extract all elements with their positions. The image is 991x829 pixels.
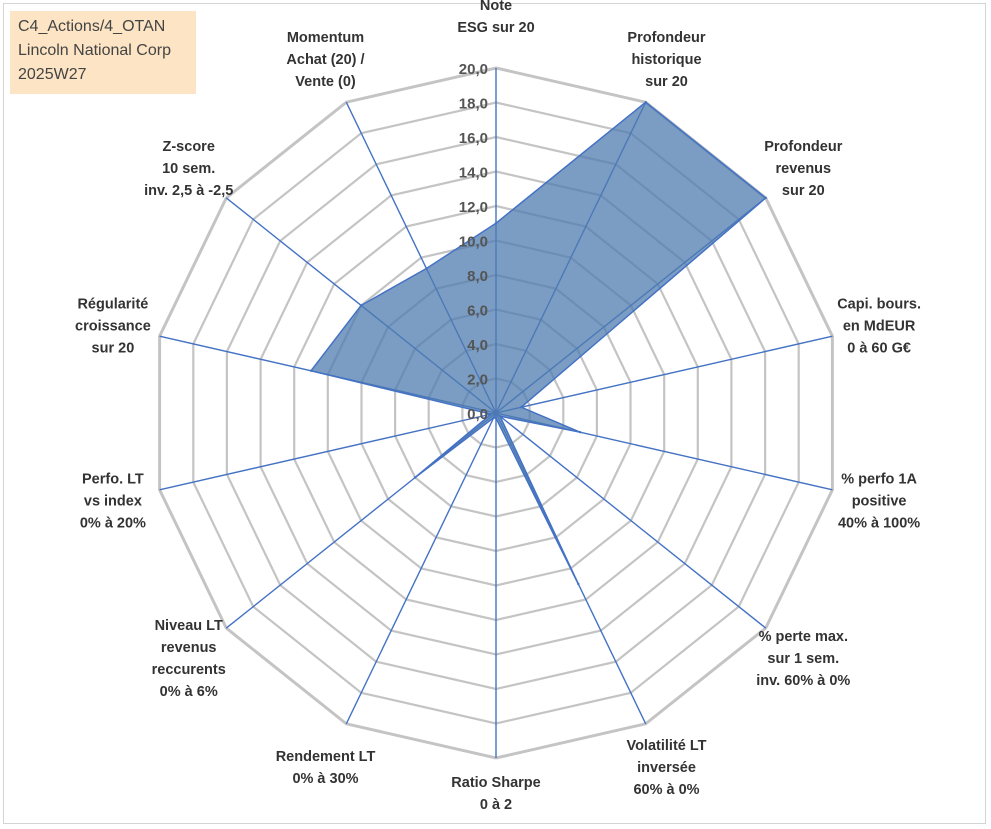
category-label: Perfo. LT vs index 0% à 20% [80, 472, 146, 532]
data-point [494, 417, 498, 420]
category-label-line: vs index [84, 494, 142, 510]
category-label-line: sur 20 [782, 183, 825, 199]
category-label-line: 10 sem. [162, 161, 215, 177]
info-box: C4_Actions/4_OTAN Lincoln National Corp … [10, 11, 196, 94]
data-point [498, 415, 502, 418]
tick-label: 16,0 [459, 130, 488, 147]
info-category: C4_Actions/4_OTAN [18, 18, 166, 35]
tick-label: 12,0 [459, 199, 488, 216]
category-label-line: Perfo. LT [82, 472, 144, 488]
category-label-line: inv. 2,5 à -2,5 [144, 183, 233, 199]
category-label-line: Note [480, 0, 512, 14]
data-point [413, 476, 417, 479]
category-label-line: Volatilité LT [626, 738, 706, 754]
axis-spoke [495, 335, 833, 414]
category-label-line: % perte max. [759, 629, 848, 645]
category-label-line: historique [631, 52, 701, 68]
category-label-line: Profondeur [764, 139, 842, 155]
data-point [309, 369, 313, 372]
category-label-line: Z-score [163, 139, 215, 155]
category-label: Volatilité LT inversée 60% à 0% [626, 738, 706, 798]
tick-label: 2,0 [467, 372, 488, 389]
category-label-line: revenus [161, 640, 217, 656]
axis-spoke [159, 412, 497, 491]
category-label-line: Momentum [287, 30, 364, 46]
category-label-line: revenus [775, 161, 831, 177]
category-label: Régularité croissance sur 20 [75, 297, 151, 357]
data-point [425, 267, 428, 270]
category-label: Profondeur historique sur 20 [627, 30, 705, 90]
tick-label: 0,0 [467, 406, 488, 423]
category-label: Z-score 10 sem. inv. 2,5 à -2,5 [144, 139, 233, 199]
tick-label: 14,0 [459, 165, 488, 182]
category-label: % perte max. sur 1 sem. inv. 60% à 0% [756, 629, 850, 689]
data-point [494, 222, 498, 225]
tick-label: 10,0 [459, 234, 488, 251]
data-point [578, 431, 582, 434]
category-label: % perfo 1A positive 40% à 100% [838, 472, 920, 532]
data-point [489, 413, 493, 416]
category-label-line: positive [852, 494, 907, 510]
category-label: Capi. bours. en MdEUR 0 à 60 G€ [837, 297, 921, 357]
category-label-line: 0 à 60 G€ [847, 341, 911, 357]
category-label-line: 0% à 30% [292, 771, 358, 787]
category-label-line: sur 1 sem. [767, 651, 839, 667]
data-point [520, 406, 523, 409]
category-label-line: ESG sur 20 [457, 20, 534, 36]
category-label: Rendement LT 0% à 30% [276, 749, 376, 787]
data-area [309, 101, 767, 585]
tick-label: 4,0 [467, 337, 488, 354]
category-label-line: 40% à 100% [838, 516, 920, 532]
tick-label: 20,0 [459, 61, 488, 78]
category-label-line: Capi. bours. [837, 297, 921, 313]
info-period: 2025W27 [18, 66, 87, 83]
category-label-line: en MdEUR [843, 319, 916, 335]
category-label-line: Profondeur [627, 30, 705, 46]
axis-spoke [495, 412, 767, 629]
data-point [359, 304, 363, 307]
category-label-line: Achat (20) / [286, 52, 364, 68]
category-label-line: Ratio Sharpe [451, 775, 540, 791]
category-label: Profondeur revenus sur 20 [764, 139, 842, 199]
tick-label: 8,0 [467, 268, 488, 285]
category-label-line: inversée [637, 760, 696, 776]
category-label: Niveau LT revenus reccurents 0% à 6% [152, 618, 226, 700]
category-label-line: 0 à 2 [480, 797, 512, 813]
category-label-line: 60% à 0% [633, 782, 699, 798]
category-label-line: sur 20 [645, 74, 688, 90]
category-label-line: Vente (0) [295, 74, 356, 90]
tick-label: 6,0 [467, 303, 488, 320]
category-label-line: 0% à 6% [160, 684, 218, 700]
tick-label: 18,0 [459, 96, 488, 113]
data-point [492, 416, 495, 419]
category-label-line: Régularité [77, 297, 148, 313]
category-label: Note ESG sur 20 [457, 0, 534, 36]
category-label: Momentum Achat (20) / Vente (0) [286, 30, 364, 90]
category-label-line: Rendement LT [276, 749, 376, 765]
data-point [644, 101, 647, 104]
data-point [577, 582, 580, 586]
category-label: Ratio Sharpe 0 à 2 [451, 775, 540, 813]
category-label-line: sur 20 [92, 341, 135, 357]
category-label-line: reccurents [152, 662, 226, 678]
category-label-line: 0% à 20% [80, 516, 146, 532]
axis-spoke [345, 412, 497, 725]
category-label-line: % perfo 1A [841, 472, 917, 488]
info-company: Lincoln National Corp [18, 42, 171, 59]
category-label-line: inv. 60% à 0% [756, 673, 850, 689]
category-label-line: Niveau LT [155, 618, 223, 634]
category-label-line: croissance [75, 319, 151, 335]
data-point [764, 196, 767, 200]
